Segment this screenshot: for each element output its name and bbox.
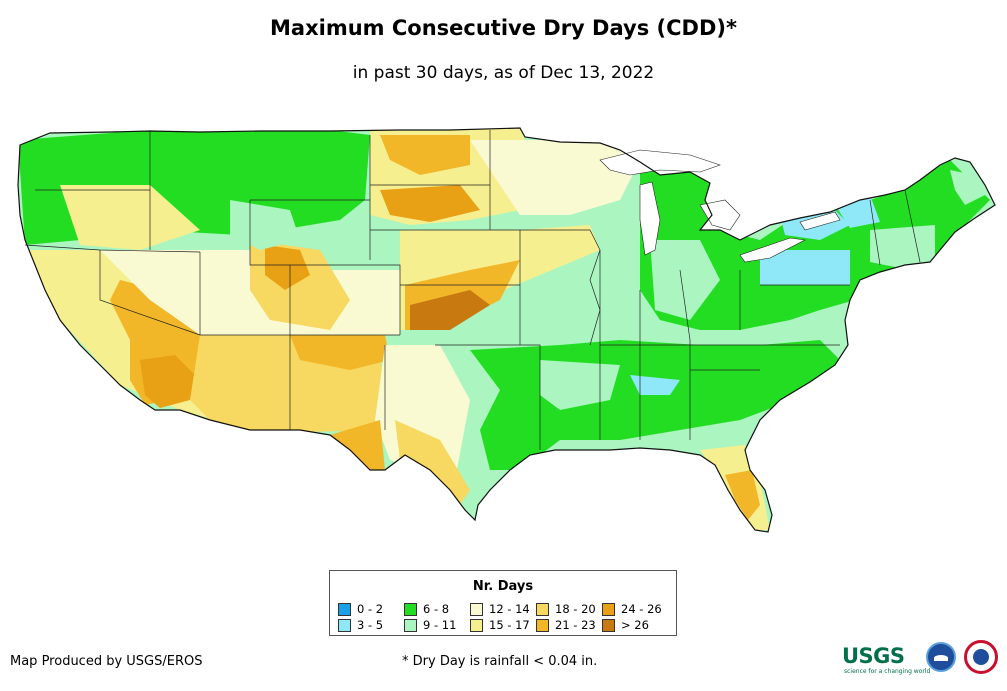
state-boundaries xyxy=(24,130,921,450)
legend-label: 9 - 11 xyxy=(423,618,457,632)
legend-swatch xyxy=(602,618,615,632)
legend-swatch xyxy=(536,602,549,616)
region-21-23 xyxy=(725,470,760,520)
legend-item: 24 - 26 xyxy=(602,601,672,617)
legend-item: 18 - 20 xyxy=(536,601,602,617)
region-18-20 xyxy=(395,420,470,505)
region-24-26 xyxy=(265,245,310,290)
region-9-11 xyxy=(230,200,300,250)
nws-logo-icon xyxy=(964,640,998,674)
legend-swatch xyxy=(470,602,483,616)
region-24-26 xyxy=(380,185,480,222)
region-24-26 xyxy=(140,355,195,408)
region-9-11 xyxy=(950,170,985,205)
region-15-17 xyxy=(60,185,200,250)
legend-label: 12 - 14 xyxy=(489,602,530,616)
legend-label: 0 - 2 xyxy=(357,602,384,616)
legend-item: 15 - 17 xyxy=(470,617,536,633)
region-12-14 xyxy=(470,140,640,215)
region-21-23 xyxy=(330,420,385,470)
legend-swatch xyxy=(536,618,549,632)
region-3-5 xyxy=(760,250,850,285)
noaa-logo-icon xyxy=(926,642,956,672)
legend-swatch xyxy=(338,618,351,632)
legend-swatch xyxy=(602,602,615,616)
us-outline xyxy=(17,127,996,533)
map-credit: Map Produced by USGS/EROS xyxy=(10,654,203,669)
legend-swatch xyxy=(470,618,483,632)
legend-label: 6 - 8 xyxy=(423,602,450,616)
legend-item: 21 - 23 xyxy=(536,617,602,633)
region-21-23 xyxy=(290,335,390,370)
great-lakes xyxy=(599,149,841,263)
map-title: Maximum Consecutive Dry Days (CDD)* xyxy=(270,16,737,40)
region-over-26 xyxy=(410,290,490,330)
region-21-23 xyxy=(380,135,470,175)
legend-swatch xyxy=(404,602,417,616)
legend: Nr. Days 0 - 2 3 - 5 6 - 8 9 - 11 12 - 1… xyxy=(329,570,677,636)
legend-swatch xyxy=(404,618,417,632)
dry-day-footnote: * Dry Day is rainfall < 0.04 in. xyxy=(402,654,598,669)
legend-item: 12 - 14 xyxy=(470,601,536,617)
cdd-map xyxy=(17,127,996,533)
usgs-logo: USGS xyxy=(842,644,905,668)
map-subtitle: in past 30 days, as of Dec 13, 2022 xyxy=(352,63,655,83)
region-9-11 xyxy=(650,240,720,320)
legend-item: 9 - 11 xyxy=(404,617,470,633)
usgs-tagline: science for a changing world xyxy=(844,668,931,675)
legend-label: 18 - 20 xyxy=(555,602,596,616)
legend-label: 24 - 26 xyxy=(621,602,662,616)
legend-label: 15 - 17 xyxy=(489,618,530,632)
legend-item: > 26 xyxy=(602,617,672,633)
legend-swatch xyxy=(338,602,351,616)
legend-item: 6 - 8 xyxy=(404,601,470,617)
legend-item: 0 - 2 xyxy=(338,601,404,617)
region-3-5 xyxy=(630,375,680,395)
agency-logos: USGS science for a changing world xyxy=(842,638,1002,678)
region-6-8 xyxy=(470,340,840,470)
legend-label: 3 - 5 xyxy=(357,618,384,632)
legend-title: Nr. Days xyxy=(472,579,534,594)
legend-items: 0 - 2 3 - 5 6 - 8 9 - 11 12 - 14 15 - 17… xyxy=(338,601,672,633)
region-6-8 xyxy=(640,160,990,330)
cdd-regions xyxy=(18,128,995,532)
legend-item: 3 - 5 xyxy=(338,617,404,633)
legend-label: 21 - 23 xyxy=(555,618,596,632)
legend-label: > 26 xyxy=(621,618,649,632)
